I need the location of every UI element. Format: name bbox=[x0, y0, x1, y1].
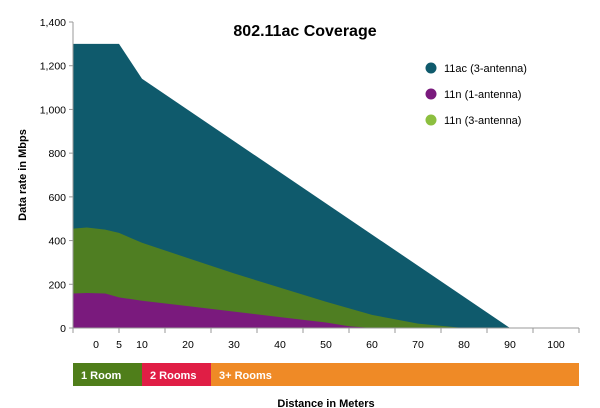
legend-label-2: 11n (3-antenna) bbox=[444, 115, 521, 127]
x-tick-label: 0 bbox=[93, 339, 99, 351]
x-tick-label: 50 bbox=[320, 339, 332, 351]
y-tick-label: 600 bbox=[48, 192, 66, 204]
x-tick-label: 70 bbox=[412, 339, 424, 351]
chart-title: 802.11ac Coverage bbox=[233, 23, 376, 40]
legend-label-1: 11n (1-antenna) bbox=[444, 89, 521, 101]
y-tick-labels: 0 200 400 600 800 1,000 1,200 1,400 bbox=[40, 17, 66, 335]
y-tick-label: 1,400 bbox=[40, 17, 66, 29]
y-tick-label: 800 bbox=[48, 148, 66, 160]
x-tick-label: 20 bbox=[182, 339, 194, 351]
x-tick-label: 100 bbox=[547, 339, 565, 351]
y-axis-label: Data rate in Mbps bbox=[17, 129, 29, 221]
area-series-1 bbox=[73, 227, 464, 328]
legend-marker-2 bbox=[425, 114, 437, 126]
x-tick-labels: 0 5 10 20 30 40 50 60 70 80 90 100 bbox=[93, 339, 565, 351]
area-series-2 bbox=[73, 293, 372, 328]
room-band-label: 3+ Rooms bbox=[219, 370, 272, 382]
x-tick-label: 90 bbox=[504, 339, 516, 351]
x-tick-label: 5 bbox=[116, 339, 122, 351]
room-bands: 1 Room 2 Rooms 3+ Rooms bbox=[73, 363, 579, 386]
y-tick-label: 1,000 bbox=[40, 104, 66, 116]
x-tick-label: 40 bbox=[274, 339, 286, 351]
x-tick-label: 10 bbox=[136, 339, 148, 351]
legend-marker-0 bbox=[425, 62, 437, 74]
x-tick-label: 80 bbox=[458, 339, 470, 351]
room-band-2 bbox=[211, 363, 579, 386]
area-series-group bbox=[73, 43, 510, 329]
legend: 11ac (3-antenna) 11n (1-antenna) 11n (3-an… bbox=[425, 62, 527, 127]
room-band-label: 2 Rooms bbox=[150, 370, 196, 382]
y-tick-label: 0 bbox=[60, 323, 66, 335]
room-band-0 bbox=[73, 363, 142, 386]
legend-label-0: 11ac (3-antenna) bbox=[444, 63, 527, 75]
y-tick-label: 400 bbox=[48, 236, 66, 248]
room-band-1 bbox=[142, 363, 211, 386]
x-tick-label: 60 bbox=[366, 339, 378, 351]
x-axis-label: Distance in Meters bbox=[277, 398, 374, 408]
room-band-label: 1 Room bbox=[81, 370, 122, 382]
y-tick-label: 1,200 bbox=[40, 61, 66, 73]
legend-marker-1 bbox=[425, 88, 437, 100]
y-tick-label: 200 bbox=[48, 279, 66, 291]
axes-group bbox=[69, 21, 580, 333]
x-tick-label: 30 bbox=[228, 339, 240, 351]
